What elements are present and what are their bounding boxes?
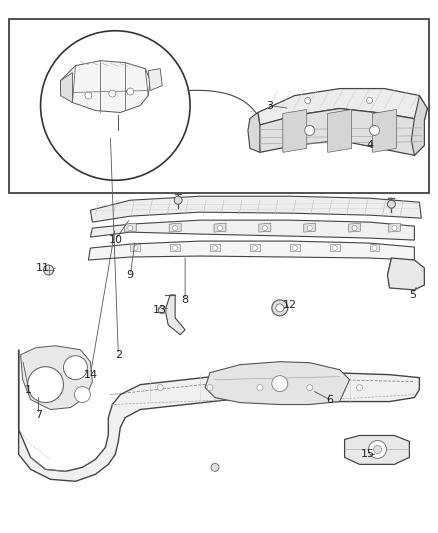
Circle shape (305, 98, 311, 103)
Polygon shape (248, 112, 260, 152)
Polygon shape (19, 350, 419, 481)
Circle shape (85, 92, 92, 99)
Polygon shape (124, 223, 136, 232)
Polygon shape (258, 88, 427, 125)
Polygon shape (258, 109, 424, 155)
Circle shape (41, 31, 190, 180)
Text: 9: 9 (127, 270, 134, 280)
Circle shape (127, 88, 134, 95)
Circle shape (173, 225, 178, 231)
Circle shape (374, 446, 381, 454)
Polygon shape (283, 109, 307, 152)
Circle shape (370, 125, 379, 135)
Polygon shape (88, 241, 414, 260)
Text: 14: 14 (83, 370, 98, 379)
Circle shape (28, 367, 64, 402)
Circle shape (128, 225, 133, 231)
Circle shape (332, 246, 337, 251)
Polygon shape (290, 244, 300, 251)
Circle shape (212, 246, 218, 251)
Polygon shape (90, 220, 414, 240)
Circle shape (211, 463, 219, 471)
Circle shape (352, 225, 357, 231)
Circle shape (272, 300, 288, 316)
Circle shape (157, 385, 163, 391)
Circle shape (43, 265, 53, 275)
Circle shape (252, 246, 258, 251)
Circle shape (307, 225, 312, 231)
Bar (9, 19, 429, 193)
Text: 10: 10 (108, 235, 122, 245)
Circle shape (257, 385, 263, 391)
Polygon shape (259, 223, 271, 232)
Polygon shape (388, 258, 424, 290)
Text: 4: 4 (366, 140, 373, 150)
Polygon shape (214, 223, 226, 232)
Polygon shape (165, 295, 185, 335)
Polygon shape (304, 223, 316, 232)
Circle shape (109, 90, 116, 97)
Circle shape (367, 98, 372, 103)
Text: 8: 8 (181, 295, 189, 305)
Circle shape (133, 246, 138, 251)
Circle shape (158, 306, 166, 314)
Circle shape (74, 386, 90, 402)
Circle shape (388, 200, 396, 208)
Circle shape (276, 304, 284, 312)
Circle shape (372, 246, 377, 251)
Polygon shape (389, 223, 400, 232)
Circle shape (207, 385, 213, 391)
Text: 5: 5 (409, 290, 416, 300)
Circle shape (357, 385, 363, 391)
Polygon shape (330, 244, 339, 251)
Polygon shape (210, 244, 220, 251)
Polygon shape (349, 223, 360, 232)
Polygon shape (328, 109, 352, 152)
Polygon shape (250, 244, 260, 251)
Polygon shape (60, 72, 72, 102)
Polygon shape (21, 346, 92, 409)
Circle shape (392, 225, 397, 231)
Circle shape (272, 376, 288, 392)
Polygon shape (170, 244, 180, 251)
Text: 1: 1 (25, 385, 32, 394)
Polygon shape (169, 223, 181, 232)
Polygon shape (90, 196, 421, 222)
Circle shape (305, 125, 314, 135)
Circle shape (307, 385, 313, 391)
Text: 2: 2 (115, 350, 122, 360)
Polygon shape (205, 362, 350, 405)
Polygon shape (372, 109, 396, 152)
Circle shape (64, 356, 88, 379)
Polygon shape (411, 95, 427, 155)
Circle shape (174, 196, 182, 204)
Text: 12: 12 (283, 300, 297, 310)
Circle shape (292, 246, 297, 251)
Text: 15: 15 (360, 449, 374, 459)
Circle shape (368, 440, 386, 458)
Circle shape (218, 225, 223, 231)
Text: 11: 11 (35, 263, 49, 273)
Polygon shape (148, 69, 162, 91)
Polygon shape (130, 244, 140, 251)
Circle shape (173, 246, 178, 251)
Polygon shape (345, 435, 410, 464)
Circle shape (262, 225, 267, 231)
Text: 3: 3 (266, 101, 273, 110)
Text: 13: 13 (153, 305, 167, 315)
Text: 7: 7 (35, 409, 42, 419)
Polygon shape (60, 61, 150, 112)
Text: 6: 6 (326, 394, 333, 405)
Polygon shape (370, 244, 379, 251)
